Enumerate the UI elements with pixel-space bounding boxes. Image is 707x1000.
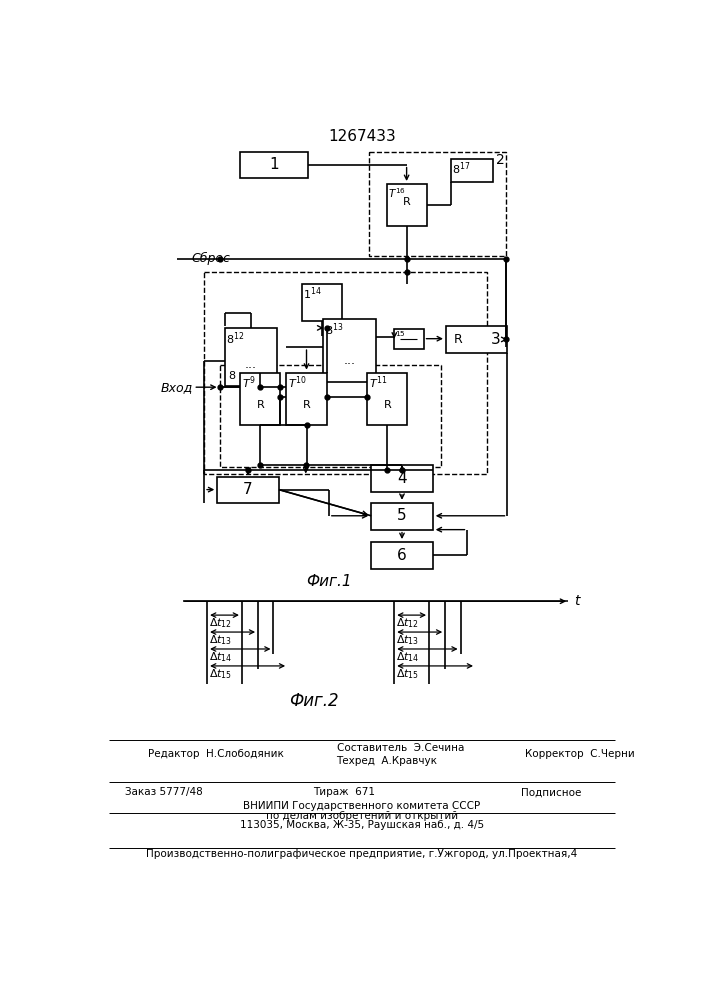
Text: 8: 8	[229, 371, 236, 381]
Text: $8^{17}$: $8^{17}$	[452, 161, 470, 177]
Bar	[240, 152, 308, 178]
Bar	[286, 373, 327, 425]
Bar	[371, 465, 433, 492]
Text: 5: 5	[397, 508, 407, 523]
Text: Фиг.1: Фиг.1	[306, 574, 351, 589]
Text: $\Delta t_{15}$: $\Delta t_{15}$	[396, 667, 419, 681]
Text: $T^9$: $T^9$	[242, 375, 256, 391]
Text: $8^{13}$: $8^{13}$	[325, 321, 344, 338]
Text: ВНИИПИ Государственного комитета СССР: ВНИИПИ Государственного комитета СССР	[243, 801, 481, 811]
Text: Составитель  Э.Сечина: Составитель Э.Сечина	[337, 743, 464, 753]
Text: 2: 2	[496, 153, 505, 167]
Text: 1: 1	[269, 157, 279, 172]
Text: $\Delta t_{14}$: $\Delta t_{14}$	[209, 651, 232, 664]
Text: Заказ 5777/48: Заказ 5777/48	[125, 787, 202, 797]
Text: $T^{10}$: $T^{10}$	[288, 375, 307, 391]
Bar	[395, 329, 423, 349]
Text: 1267433: 1267433	[328, 129, 396, 144]
Bar	[225, 328, 277, 386]
Text: Техред  А.Кравчук: Техред А.Кравчук	[337, 756, 438, 766]
Text: R: R	[383, 400, 391, 410]
Bar	[240, 373, 281, 425]
Text: 4: 4	[397, 471, 407, 486]
Text: 113035, Москва, Ж-35, Раушская наб., д. 4/5: 113035, Москва, Ж-35, Раушская наб., д. …	[240, 820, 484, 830]
Text: $\Delta t_{12}$: $\Delta t_{12}$	[209, 617, 232, 630]
Text: 6: 6	[397, 548, 407, 563]
Text: R: R	[303, 400, 310, 410]
Bar	[371, 503, 433, 530]
Text: ...: ...	[344, 354, 356, 367]
Text: $T^{16}$: $T^{16}$	[388, 186, 406, 200]
Text: по делам изобретений и открытий: по делам изобретений и открытий	[266, 811, 458, 821]
Bar	[387, 184, 426, 226]
Text: Тираж  671: Тираж 671	[313, 787, 375, 797]
Text: $\Delta t_{13}$: $\Delta t_{13}$	[209, 634, 232, 647]
Text: R: R	[257, 400, 264, 410]
Bar	[217, 477, 279, 503]
Bar	[324, 319, 376, 382]
Text: ...: ...	[245, 358, 257, 371]
Text: R: R	[454, 333, 462, 346]
Text: $\Delta t_{13}$: $\Delta t_{13}$	[396, 634, 419, 647]
Text: $1^{14}$: $1^{14}$	[303, 286, 322, 302]
Text: Сброс: Сброс	[191, 252, 230, 265]
Text: Производственно-полиграфическое предприятие, г.Ужгород, ул.Проектная,4: Производственно-полиграфическое предприя…	[146, 849, 578, 859]
Bar	[371, 542, 433, 569]
Bar	[450, 158, 493, 182]
Text: Корректор  С.Черни: Корректор С.Черни	[525, 749, 635, 759]
Bar	[446, 326, 508, 353]
Text: $8^{12}$: $8^{12}$	[226, 330, 245, 347]
Bar	[204, 272, 487, 474]
Bar	[219, 365, 441, 466]
Text: $T^{11}$: $T^{11}$	[369, 375, 387, 391]
Text: Вход: Вход	[161, 381, 193, 394]
Text: $^{15}$: $^{15}$	[395, 331, 406, 341]
Text: t: t	[574, 594, 580, 608]
Text: R: R	[403, 197, 411, 207]
Bar	[369, 152, 506, 256]
Text: $\Delta t_{14}$: $\Delta t_{14}$	[396, 651, 419, 664]
Bar	[302, 284, 342, 321]
Bar	[368, 373, 407, 425]
Text: $\Delta t_{15}$: $\Delta t_{15}$	[209, 667, 232, 681]
Text: Редактор  Н.Слободяник: Редактор Н.Слободяник	[148, 749, 284, 759]
Text: 3: 3	[491, 332, 501, 347]
Text: $\Delta t_{12}$: $\Delta t_{12}$	[396, 617, 419, 630]
Text: Подписное: Подписное	[521, 787, 582, 797]
Text: 7: 7	[243, 482, 253, 497]
Text: Фиг.2: Фиг.2	[288, 692, 338, 710]
